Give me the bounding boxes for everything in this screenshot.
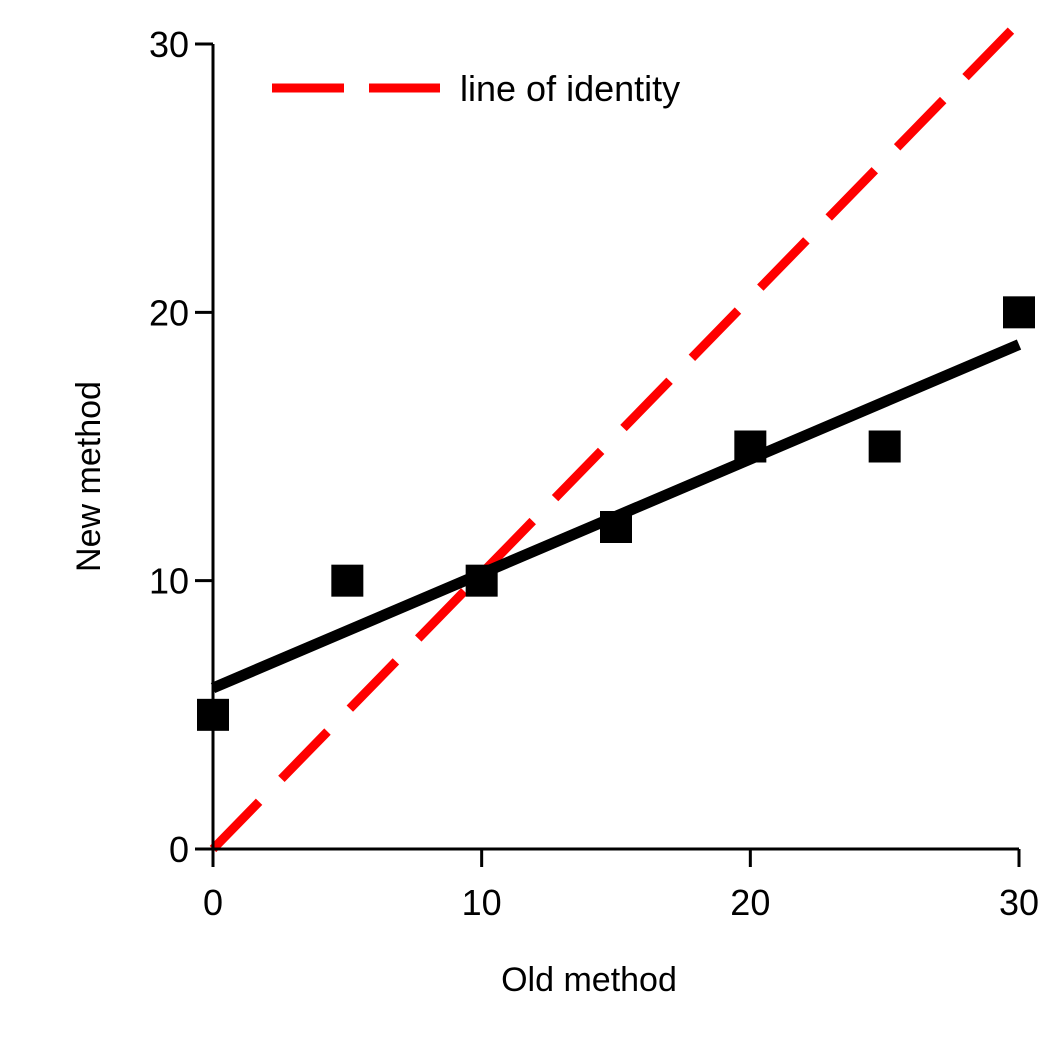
data-point: [465, 564, 498, 597]
y-tick-label: 0: [169, 829, 189, 870]
ticks: 0 10 20 30 0 10 20 30: [149, 24, 1039, 923]
y-tick-label: 30: [149, 24, 189, 65]
legend-label-identity-line: line of identity: [460, 68, 680, 109]
y-tick-label: 10: [149, 561, 189, 602]
x-tick-label: 30: [999, 882, 1039, 923]
x-tick-label: 0: [203, 882, 223, 923]
plot-area: [197, 27, 1035, 853]
data-point: [331, 564, 364, 597]
data-point: [600, 511, 632, 543]
y-tick-label: 20: [149, 292, 189, 333]
data-point: [868, 430, 901, 463]
legend: line of identity: [272, 68, 680, 109]
data-point: [1003, 296, 1035, 329]
axes: [211, 44, 1019, 851]
x-tick-label: 20: [730, 882, 770, 923]
x-axis-title: Old method: [501, 961, 677, 999]
y-axis-title: New method: [70, 381, 108, 572]
x-tick-label: 10: [462, 882, 502, 923]
data-point: [734, 430, 767, 463]
